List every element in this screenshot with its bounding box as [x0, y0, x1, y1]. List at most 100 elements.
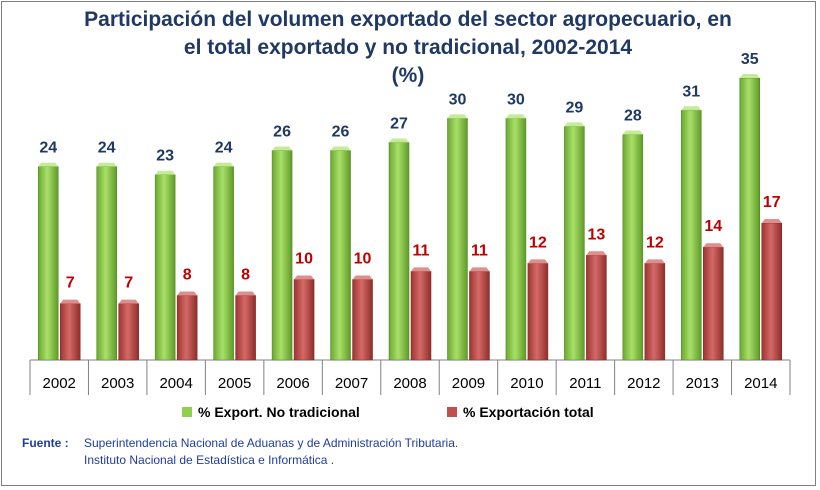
bar-top-bevel — [235, 291, 256, 296]
data-label-no-tradicional: 29 — [565, 99, 583, 116]
bar-no-tradicional — [447, 118, 468, 361]
bar-exportacion-total — [235, 295, 256, 361]
x-tick-label: 2007 — [335, 375, 368, 392]
x-tick-label: 2010 — [510, 375, 543, 392]
x-tick-label: 2011 — [569, 375, 601, 392]
bar-top-bevel — [38, 162, 59, 167]
bar-no-tradicional — [96, 166, 117, 361]
bar-top-bevel — [118, 299, 139, 304]
bar-exportacion-total — [352, 279, 373, 361]
bar-top-bevel — [294, 275, 315, 280]
data-label-total: 17 — [763, 194, 781, 211]
x-tick-label: 2008 — [393, 375, 426, 392]
legend-item-total: % Exportación total — [447, 404, 594, 420]
bar-exportacion-total — [586, 255, 607, 361]
bar-exportacion-total — [761, 222, 783, 361]
bar-no-tradicional — [37, 166, 59, 361]
bar-top-bevel — [330, 146, 351, 151]
bar-top-bevel — [644, 259, 665, 264]
bar-top-bevel — [469, 267, 490, 272]
bar-no-tradicional — [564, 126, 585, 361]
bar-top-bevel — [622, 130, 643, 135]
data-label-no-tradicional: 23 — [156, 148, 174, 165]
x-tick-label: 2014 — [744, 375, 777, 392]
data-label-no-tradicional: 30 — [507, 91, 525, 108]
x-tick-label: 2004 — [159, 375, 192, 392]
x-tick-label: 2013 — [686, 375, 719, 392]
bar-top-bevel — [389, 138, 409, 143]
legend: % Export. No tradicional % Exportación t… — [0, 404, 816, 428]
bar-top-bevel — [586, 251, 607, 256]
source-line-1: Superintendencia Nacional de Aduanas y d… — [84, 436, 459, 450]
data-label-no-tradicional: 28 — [624, 107, 642, 124]
bar-top-bevel — [505, 114, 526, 119]
bar-top-bevel — [761, 219, 782, 224]
bar-no-tradicional — [681, 110, 702, 361]
data-label-total: 10 — [354, 250, 372, 267]
x-tick-label: 2006 — [276, 375, 309, 392]
bar-no-tradicional — [330, 150, 351, 361]
legend-label-total: % Exportación total — [463, 404, 594, 420]
bar-top-bevel — [177, 291, 198, 296]
source-note: Fuente : Superintendencia Nacional de Adu… — [22, 435, 458, 469]
bar-exportacion-total — [118, 303, 139, 361]
data-label-no-tradicional: 31 — [682, 83, 700, 100]
bar-top-bevel — [681, 106, 702, 111]
x-tick-label: 2002 — [43, 375, 76, 392]
bar-top-bevel — [60, 299, 81, 304]
data-label-no-tradicional: 27 — [390, 116, 408, 133]
data-label-no-tradicional: 26 — [332, 124, 350, 141]
bar-no-tradicional — [271, 150, 293, 361]
chart-title-line-1: Participación del volumen exportado del … — [84, 8, 732, 31]
data-label-total: 12 — [646, 234, 664, 251]
data-label-total: 11 — [471, 242, 488, 259]
data-label-no-tradicional: 24 — [215, 140, 233, 157]
bar-top-bevel — [352, 275, 373, 280]
x-tick-label: 2012 — [627, 375, 660, 392]
x-tick-label: 2005 — [218, 375, 251, 392]
data-label-total: 7 — [124, 275, 133, 292]
bar-top-bevel — [411, 267, 431, 272]
bar-top-bevel — [213, 162, 234, 167]
bar-top-bevel — [272, 146, 293, 151]
chart-title: Participación del volumen exportado del … — [0, 6, 816, 90]
x-tick-label: 2009 — [452, 375, 485, 392]
bar-no-tradicional — [622, 134, 644, 361]
x-tick-label: 2003 — [101, 375, 134, 392]
data-label-no-tradicional: 24 — [98, 140, 116, 157]
bar-top-bevel — [703, 243, 724, 248]
legend-swatch-green — [182, 407, 192, 417]
data-label-no-tradicional: 35 — [741, 51, 759, 68]
bar-exportacion-total — [410, 271, 432, 361]
bar-exportacion-total — [59, 303, 81, 361]
data-label-total: 12 — [529, 234, 547, 251]
bar-top-bevel — [96, 162, 117, 167]
bar-top-bevel — [155, 170, 176, 175]
chart-title-line-3: (%) — [391, 64, 425, 87]
bar-exportacion-total — [703, 246, 724, 361]
data-label-no-tradicional: 30 — [449, 91, 467, 108]
data-label-total: 8 — [183, 267, 192, 284]
bar-exportacion-total — [293, 279, 315, 361]
bar-exportacion-total — [644, 263, 666, 361]
source-label: Fuente : — [22, 436, 69, 450]
data-label-no-tradicional: 24 — [39, 140, 57, 157]
data-label-total: 11 — [413, 242, 430, 259]
chart-title-line-2: el total exportado y no tradicional, 200… — [183, 36, 633, 59]
data-label-total: 13 — [587, 226, 605, 243]
legend-swatch-red — [447, 407, 457, 417]
data-label-no-tradicional: 26 — [273, 124, 291, 141]
legend-item-no-tradicional: % Export. No tradicional — [182, 404, 360, 420]
data-label-total: 8 — [241, 267, 250, 284]
bar-no-tradicional — [505, 118, 527, 361]
bar-top-bevel — [739, 74, 760, 79]
legend-label-no-tradicional: % Export. No tradicional — [198, 404, 360, 420]
data-label-total: 7 — [66, 275, 75, 292]
bar-top-bevel — [527, 259, 548, 264]
bar-exportacion-total — [527, 263, 549, 361]
bar-no-tradicional — [739, 77, 761, 361]
bar-chart: 2002 24 7 2003 24 7 2004 23 8 2005 24 8 2006 26 10 2007… — [29, 51, 791, 395]
bar-no-tradicional — [388, 142, 410, 361]
data-label-total: 10 — [295, 250, 313, 267]
bar-no-tradicional — [213, 166, 234, 361]
